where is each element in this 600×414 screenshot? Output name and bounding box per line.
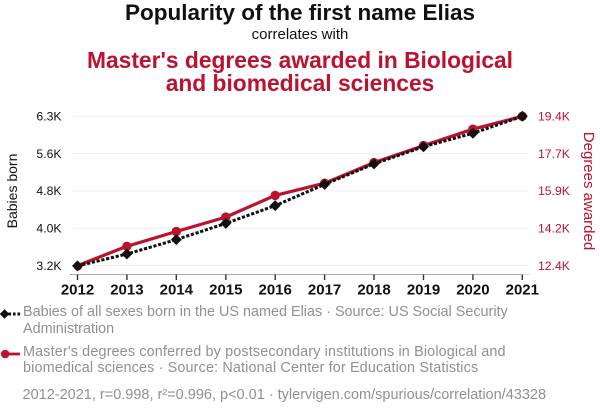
svg-text:2019: 2019 [407,282,440,299]
svg-text:17.7K: 17.7K [538,147,570,161]
svg-text:4.0K: 4.0K [36,222,61,236]
svg-text:15.9K: 15.9K [538,184,570,198]
svg-text:19.4K: 19.4K [538,110,570,124]
svg-text:Degrees awarded: Degrees awarded [580,132,597,250]
svg-text:2012: 2012 [61,282,94,299]
svg-text:2015: 2015 [209,282,242,299]
svg-text:Babies born: Babies born [4,154,20,229]
svg-text:2017: 2017 [308,282,341,299]
svg-text:4.8K: 4.8K [36,184,61,198]
svg-text:12.4K: 12.4K [538,259,570,273]
svg-text:6.3K: 6.3K [36,110,61,124]
svg-text:3.2K: 3.2K [36,259,61,273]
svg-text:2021: 2021 [506,282,539,299]
svg-text:2020: 2020 [456,282,489,299]
svg-text:14.2K: 14.2K [538,222,570,236]
svg-text:2018: 2018 [357,282,390,299]
svg-text:5.6K: 5.6K [36,147,61,161]
svg-text:2013: 2013 [110,282,143,299]
svg-text:2016: 2016 [259,282,292,299]
svg-text:2014: 2014 [160,282,194,299]
